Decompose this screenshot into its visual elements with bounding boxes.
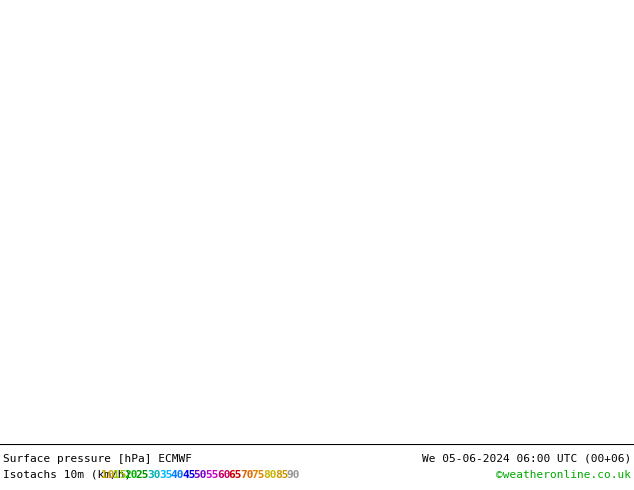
Text: 75: 75: [252, 470, 265, 480]
Text: 35: 35: [159, 470, 172, 480]
Text: 80: 80: [263, 470, 277, 480]
Text: 70: 70: [240, 470, 254, 480]
Text: 45: 45: [182, 470, 196, 480]
Text: 85: 85: [275, 470, 288, 480]
Text: Isotachs 10m (km/h): Isotachs 10m (km/h): [3, 470, 131, 480]
Text: 20: 20: [124, 470, 138, 480]
Text: 30: 30: [147, 470, 161, 480]
Text: 10: 10: [101, 470, 115, 480]
Text: 15: 15: [113, 470, 126, 480]
Text: Surface pressure [hPa] ECMWF: Surface pressure [hPa] ECMWF: [3, 454, 192, 464]
Text: 55: 55: [205, 470, 219, 480]
Text: 90: 90: [287, 470, 300, 480]
Text: We 05-06-2024 06:00 UTC (00+06): We 05-06-2024 06:00 UTC (00+06): [422, 454, 631, 464]
Text: ©weatheronline.co.uk: ©weatheronline.co.uk: [496, 470, 631, 480]
Text: 25: 25: [136, 470, 149, 480]
Text: 50: 50: [194, 470, 207, 480]
Text: 65: 65: [228, 470, 242, 480]
Text: 60: 60: [217, 470, 230, 480]
Text: 40: 40: [171, 470, 184, 480]
